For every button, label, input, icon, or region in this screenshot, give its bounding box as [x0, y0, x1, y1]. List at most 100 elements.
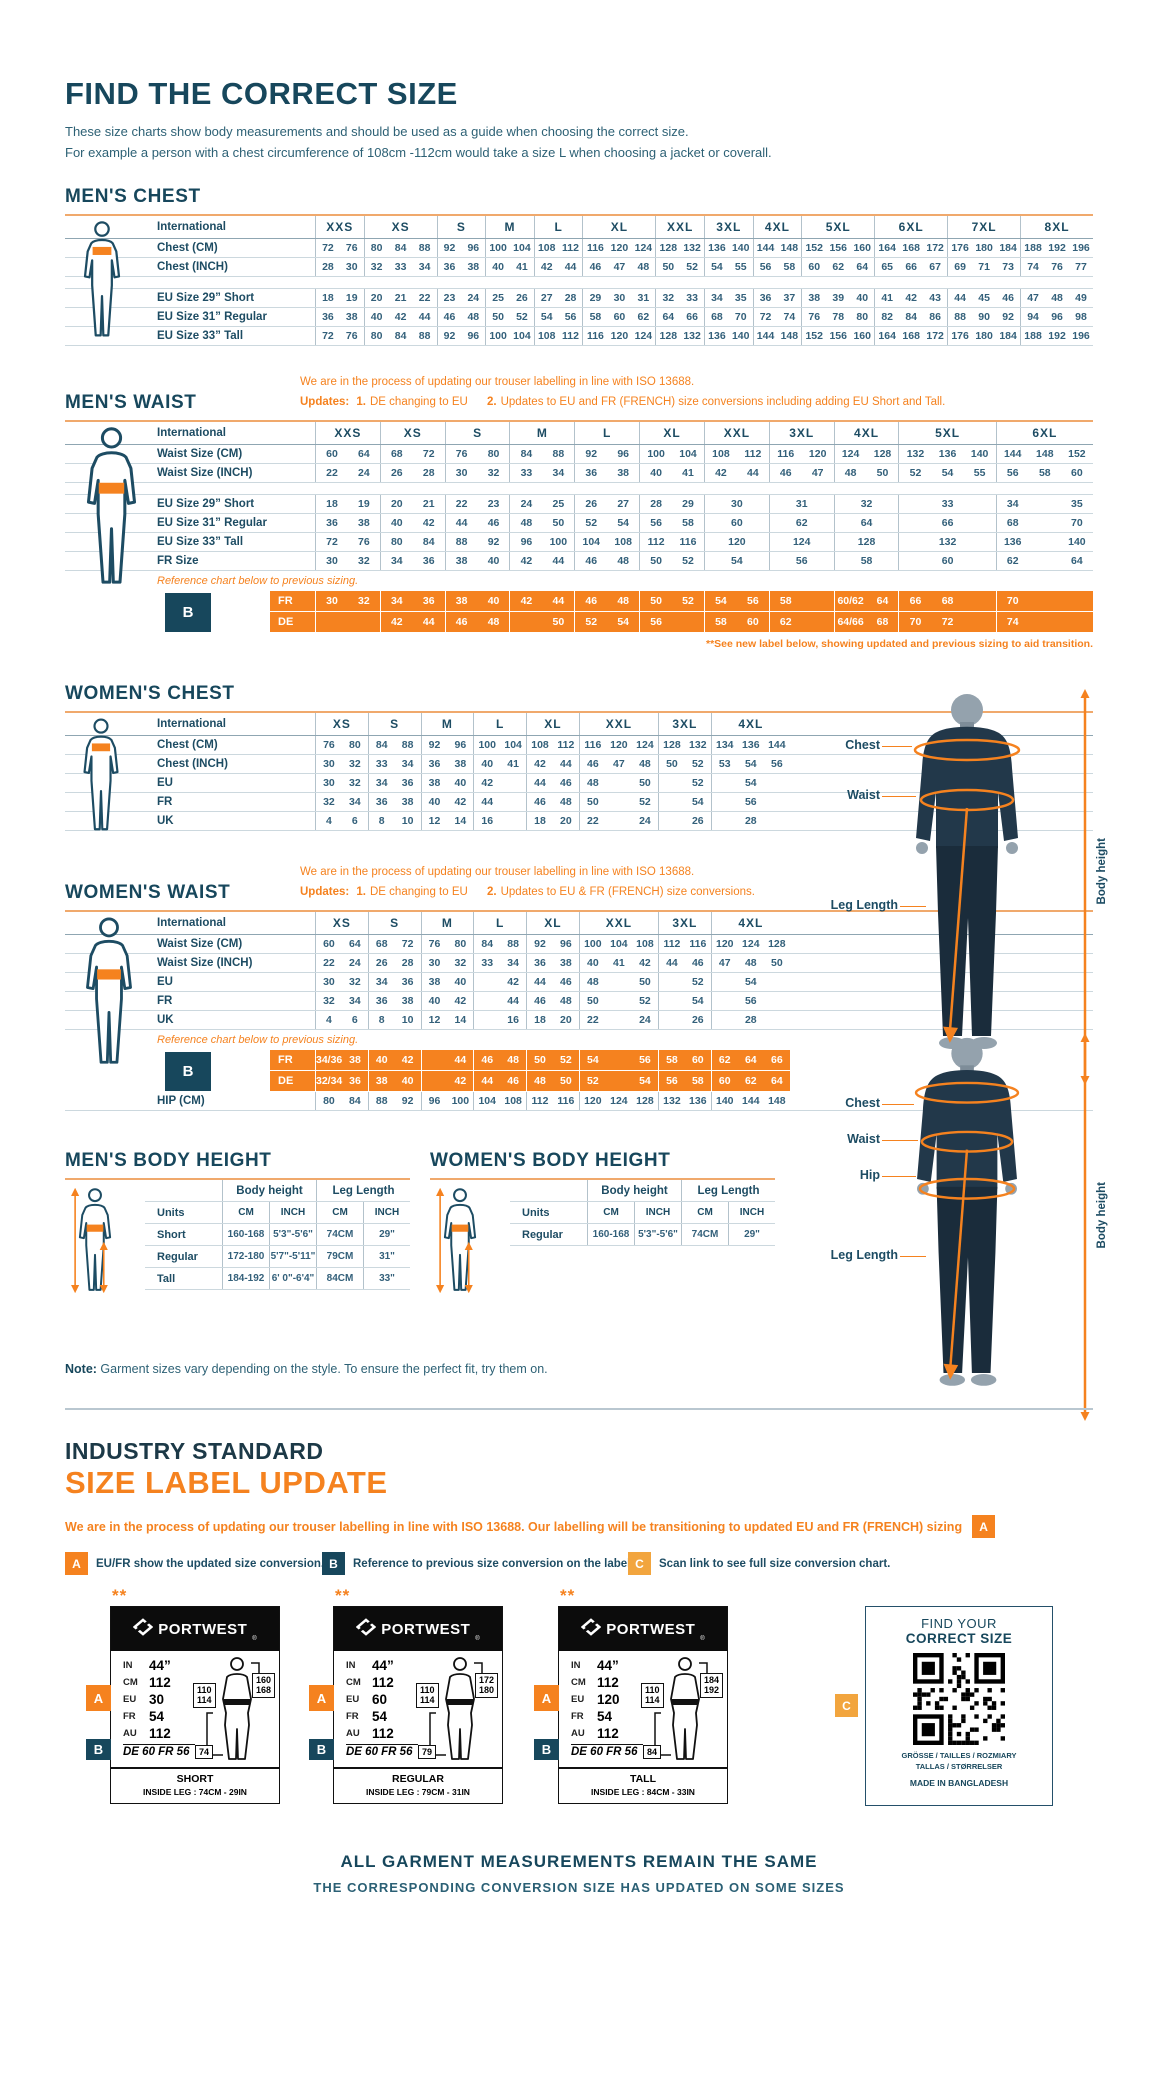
a-badge: A: [65, 1552, 88, 1575]
size-cell: 56: [710, 793, 790, 811]
table-row: Waist Size (CM) 60 64 68 72 76 80 84 88 92 96 100 10…: [65, 935, 1093, 954]
label-figure-diagram: 110 114 172 180 79: [416, 1655, 498, 1763]
size-cell: 30: [703, 495, 769, 513]
inside-leg-text: INSIDE LEG : 84CM - 33IN: [591, 1787, 695, 1797]
b-badge: B: [534, 1739, 559, 1760]
table-row: DE 32/34 36 38 40 42 44 46 48 50 52 54 56 58 60 62 64: [65, 1071, 1093, 1092]
international-header: International: [157, 917, 227, 929]
size-column-header: XXL: [578, 912, 658, 934]
table-row: Waist Size (INCH) 22 24 26 28 30 32 33 34 36 38 40 4…: [65, 954, 1093, 973]
size-cell: 46 48: [526, 793, 579, 811]
size-column-header: XS: [315, 912, 368, 934]
size-cell: 33: [898, 495, 995, 513]
table-figure-icon: [75, 917, 143, 1072]
size-value: 112: [597, 1726, 619, 1741]
size-cell: 22 24: [315, 464, 380, 482]
size-cell: 136 140: [704, 327, 753, 345]
table-row: HIP (CM) 80 84 88 92 96 100 104 108 112 116 120 124 1…: [65, 1092, 1093, 1111]
size-line: CM 112: [571, 1674, 719, 1691]
size-line: AU 112: [571, 1725, 719, 1742]
size-cell: 40 42: [379, 514, 445, 532]
updates-label: Updates:: [300, 886, 350, 899]
label-fit-strip: SHORT INSIDE LEG : 74CM - 29IN: [111, 1767, 279, 1803]
size-cell: 72 76: [315, 327, 364, 345]
size-cell: 34 36: [379, 591, 445, 611]
size-value: 54: [372, 1709, 388, 1724]
size-cell: 108 112: [703, 445, 769, 463]
size-cell: 56: [768, 552, 834, 570]
international-header: International: [157, 221, 227, 233]
label-rule: [571, 1744, 643, 1745]
size-column-header: S: [367, 912, 421, 934]
fit-label: Regular: [522, 1228, 563, 1241]
section-mens-waist: MEN'S WAIST International XXS XS S M L XL XXL 3X…: [65, 392, 1093, 650]
portwest-diamond-logo: [581, 1617, 602, 1641]
table-row: Waist Size (CM) 60 64 68 72 76 80 84 88 92 96 100 10…: [65, 445, 1093, 464]
table-row: DE 42 44 46 48 50 52 54 56 58 60 62 64/66 68 70 72 74: [65, 612, 1093, 633]
size-cell: 132 136 140: [898, 445, 995, 463]
size-cell: 58: [768, 591, 834, 611]
update-note-line1: We are in the process of updating our tr…: [300, 376, 695, 388]
body-height-arrow: [1078, 688, 1092, 1091]
size-label-card: ** PORTWEST ® IN 44” CM 112 EU 120 FR 54 AU 112 DE 60…: [534, 1586, 728, 1804]
portwest-diamond-logo: [133, 1617, 154, 1641]
size-value: 112: [597, 1675, 619, 1690]
size-cell: 65 66 67: [874, 258, 947, 276]
size-cell: 92 96: [574, 445, 639, 463]
size-column-header: 6XL: [995, 422, 1093, 444]
size-cell: 30 32: [315, 591, 380, 611]
label-rule: [123, 1744, 195, 1745]
page-title: FIND THE CORRECT SIZE: [65, 76, 458, 111]
transition-stars: **: [335, 1586, 351, 1605]
fit-label: Tall: [157, 1272, 176, 1285]
size-cell: 104 108: [574, 533, 639, 551]
table-figure-icon: [75, 718, 127, 838]
size-system-label: EU: [123, 1694, 137, 1705]
c-badge: C: [835, 1694, 858, 1717]
row-label: EU Size 29” Short: [157, 498, 255, 510]
size-cell: 164 168 172: [874, 327, 947, 345]
portwest-diamond-logo: [356, 1617, 377, 1641]
brand-name: PORTWEST: [606, 1620, 696, 1638]
label-brand-header: PORTWEST ®: [111, 1607, 279, 1651]
size-column-header: 4XL: [833, 422, 899, 444]
height-value: 29": [363, 1224, 410, 1245]
size-cell: 116 120 124: [578, 736, 658, 754]
size-column-header: XXS: [315, 216, 364, 238]
height-value: 160-168: [587, 1224, 634, 1245]
table-row: EU Size 29” Short 18 19 20 21 22 23 24 25 26 27 28 2…: [65, 495, 1093, 514]
size-cell: 34 36: [367, 774, 421, 792]
garment-label: PORTWEST ® IN 44” CM 112 EU 60 FR 54 AU 112 DE 60 FR…: [309, 1606, 503, 1804]
size-cell: 42 44: [526, 755, 579, 773]
size-cell: 176 180 184: [947, 327, 1020, 345]
c-badge: C: [628, 1552, 651, 1575]
label-rule: [346, 1744, 418, 1745]
size-cell: 50 52: [639, 552, 704, 570]
row-label: FR: [157, 796, 173, 808]
size-cell: 112 116: [657, 935, 711, 953]
table-row: Chest (CM) 76 80 84 88 92 96 100 104 108 112 116 120…: [65, 736, 1093, 755]
size-line: AU 112: [346, 1725, 494, 1742]
size-column-header: 3XL: [657, 713, 711, 735]
row-label: Chest (INCH): [157, 261, 228, 273]
waist-measure-label: Waist: [847, 1132, 880, 1146]
table-figure-icon: [436, 1187, 484, 1298]
height-row: Tall 184-192 6' 0"-6'4" 84CM 33": [145, 1268, 410, 1290]
size-cell: 23 24: [436, 289, 486, 307]
size-cell: 53 54 56: [710, 755, 790, 773]
size-column-header: 5XL: [898, 422, 995, 444]
qr-code: [913, 1653, 1005, 1745]
size-cell: 12 14: [420, 812, 474, 830]
size-cell: 80 84: [379, 533, 445, 551]
waist-measure-box: 110 114: [193, 1683, 216, 1708]
size-cell: 68 72: [379, 445, 445, 463]
size-cell: 92 96: [420, 736, 474, 754]
units-row: Units CM INCH CM INCH: [145, 1202, 410, 1224]
row-label: EU Size 33” Tall: [157, 330, 244, 342]
industry-standard-heading: INDUSTRY STANDARD: [65, 1438, 324, 1464]
size-cell: 36 37: [752, 289, 802, 307]
label-update-intro: We are in the process of updating our tr…: [65, 1519, 963, 1534]
size-cell: 74: [995, 612, 1093, 632]
qr-card-title-line2: CORRECT SIZE: [905, 1631, 1013, 1646]
size-cell: 46 47 48: [578, 755, 658, 773]
